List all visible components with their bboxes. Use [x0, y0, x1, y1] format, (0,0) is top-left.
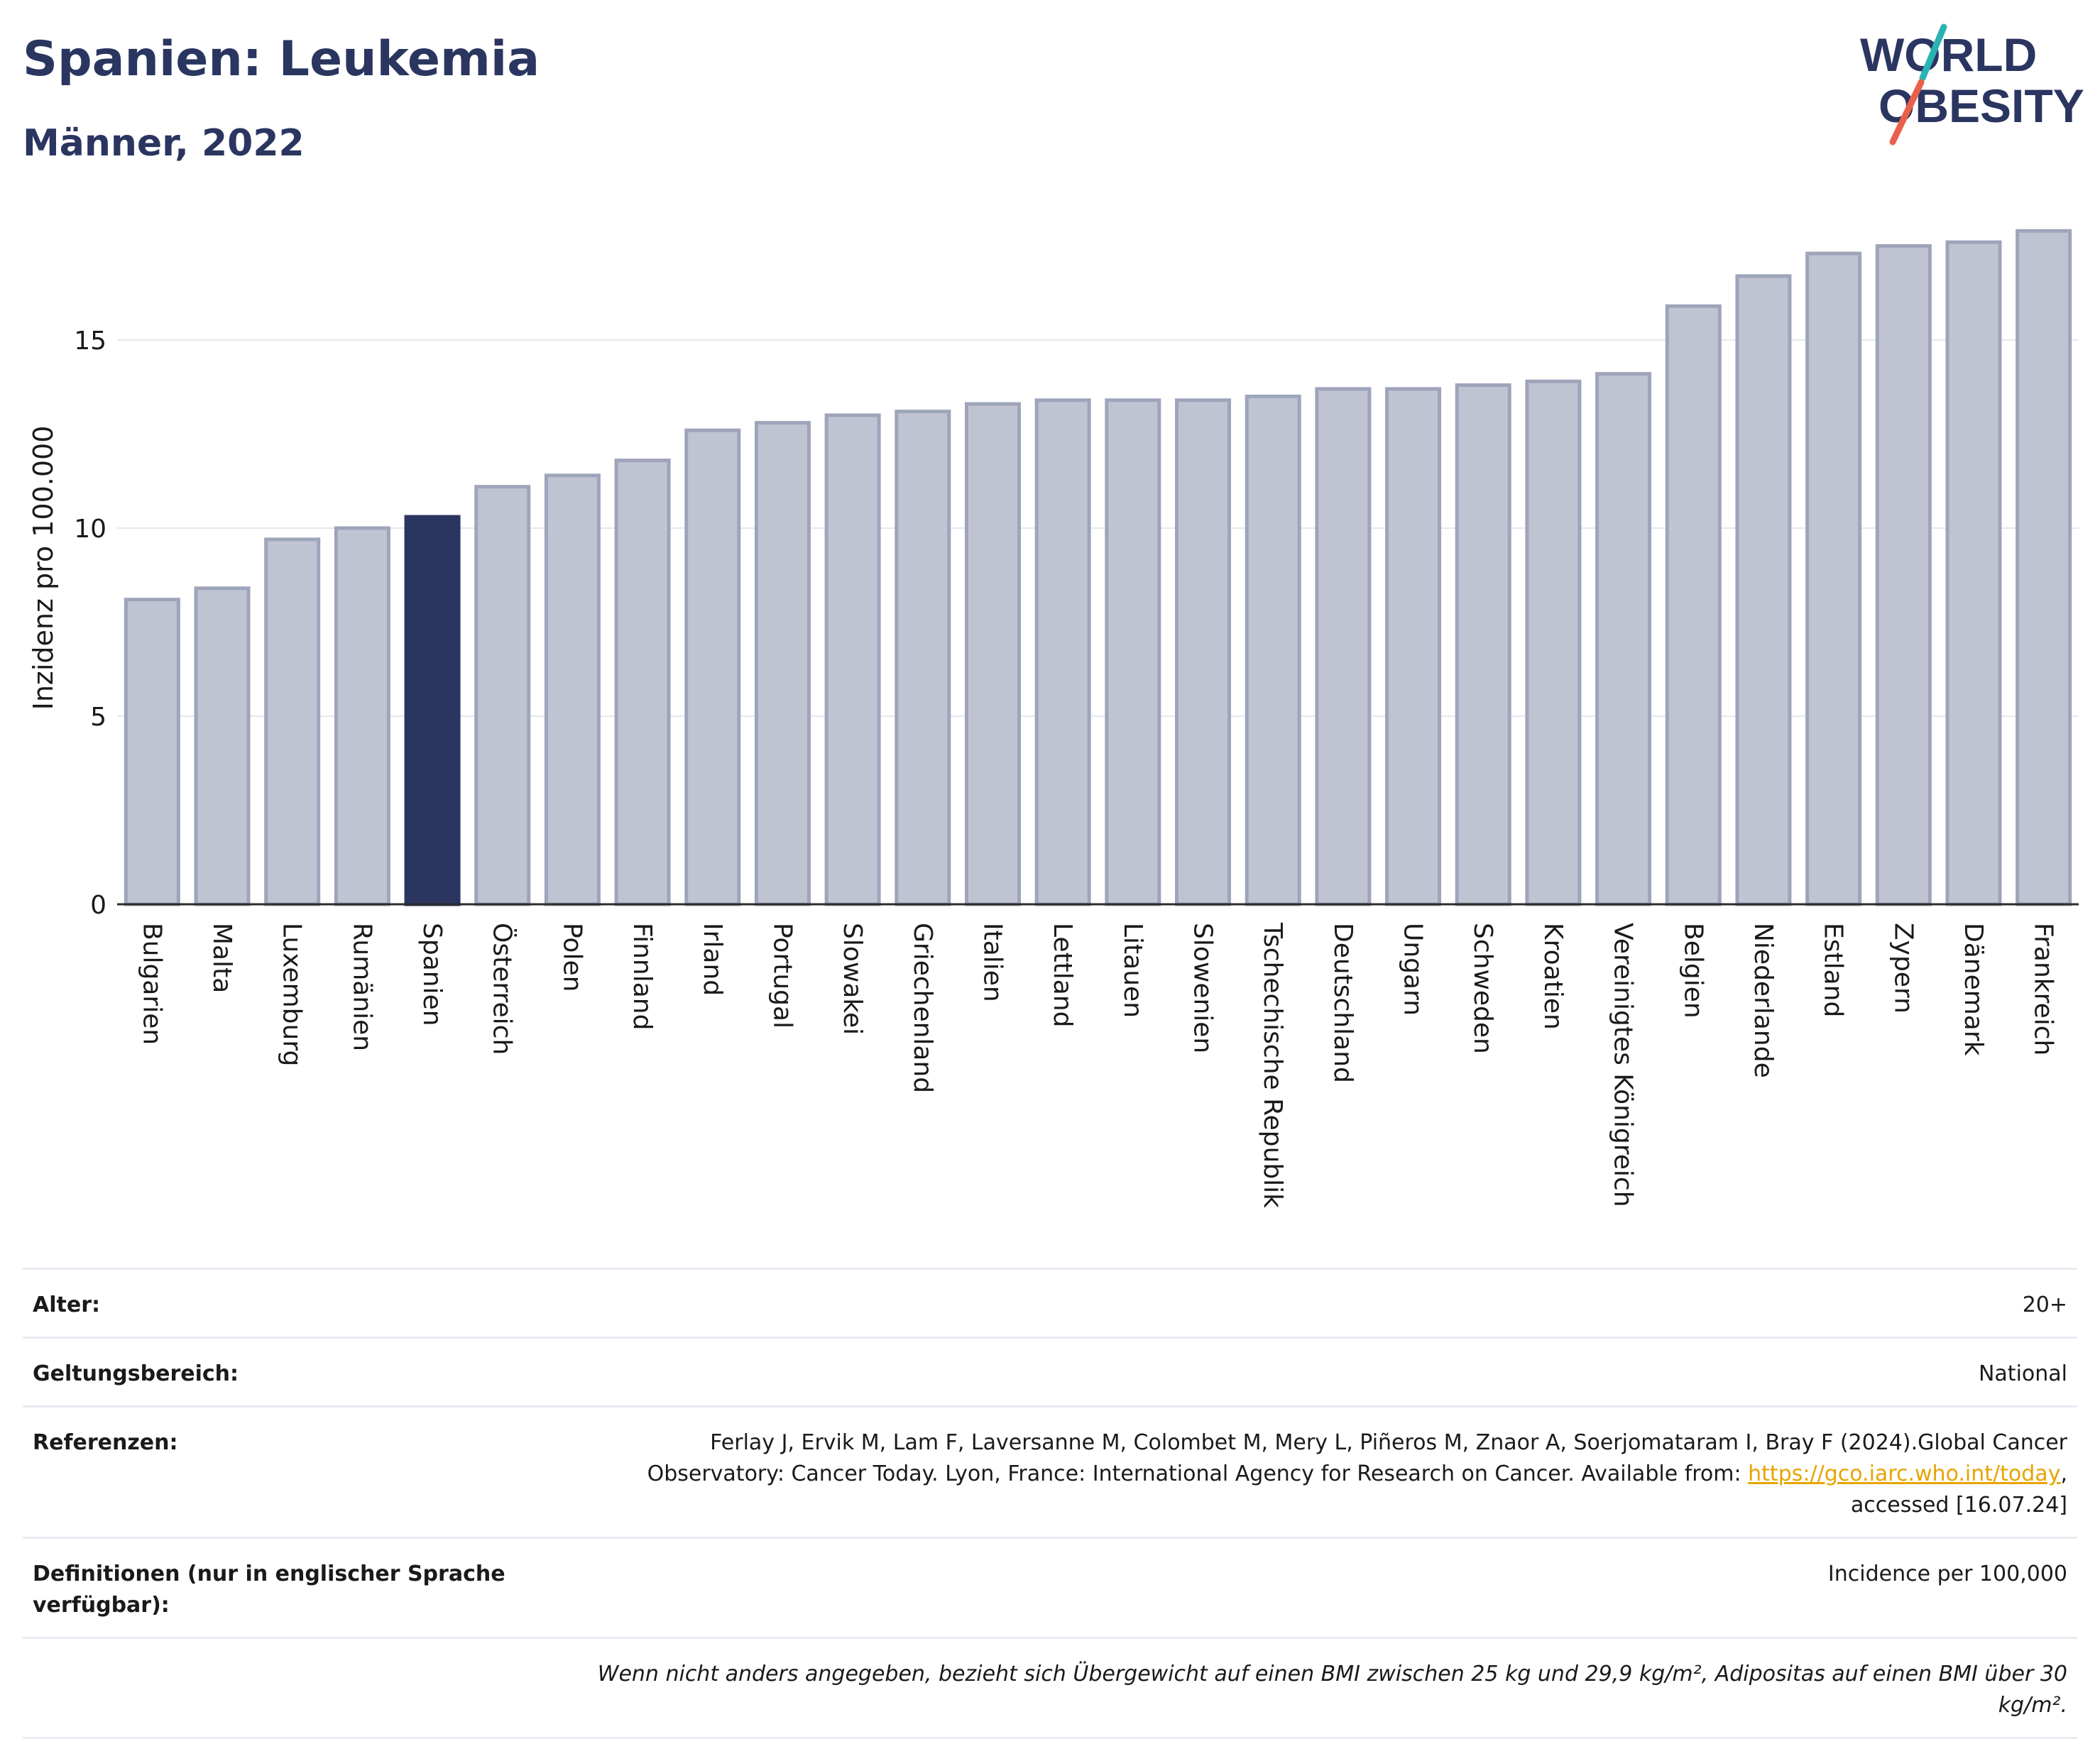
- world-obesity-logo: WORLD OBESITY: [1860, 23, 2084, 146]
- references-accessed: , accessed [16.07.24]: [1850, 1461, 2067, 1518]
- meta-row-age: Alter: 20+: [23, 1268, 2077, 1337]
- logo-slash-red: [1889, 79, 1925, 146]
- bar-vereinigtes-königreich: [1595, 372, 1652, 906]
- bar-portugal: [754, 421, 811, 906]
- x-tick-label: Luxemburg: [278, 923, 307, 1066]
- x-tick-label: Finnland: [628, 923, 657, 1030]
- x-tick-label: Slowakei: [838, 923, 867, 1035]
- x-tick-label: Portugal: [767, 923, 797, 1028]
- bar-slowenien: [1175, 398, 1232, 906]
- x-tick-label: Frankreich: [2029, 923, 2058, 1055]
- bar-bulgarien: [124, 598, 180, 906]
- y-tick-label: 15: [74, 327, 106, 356]
- references-label: Referenzen:: [33, 1430, 178, 1455]
- x-tick-label: Zypern: [1888, 923, 1918, 1014]
- bar-italien: [964, 402, 1021, 906]
- bar-malta: [194, 586, 251, 906]
- chart-title: Spanien: Leukemia: [23, 31, 540, 87]
- x-tick-label: Schweden: [1468, 923, 1497, 1054]
- footnote: Wenn nicht anders angegeben, bezieht sic…: [597, 1662, 2067, 1718]
- scope-label: Geltungsbereich:: [33, 1361, 239, 1386]
- bar-spanien: [404, 515, 461, 906]
- definitions-value: Incidence per 100,000: [1827, 1562, 2067, 1586]
- y-tick-label: 5: [90, 703, 106, 732]
- bar-finnland: [614, 459, 671, 906]
- logo-word-world: WORLD: [1860, 28, 2037, 81]
- bar-rumänien: [334, 526, 390, 906]
- x-tick-label: Estland: [1819, 923, 1848, 1017]
- bar-zypern: [1875, 244, 1932, 906]
- y-axis-title: Inzidenz pro 100.000: [28, 426, 59, 711]
- bar-lettland: [1034, 398, 1091, 906]
- bar-dänemark: [1945, 240, 2002, 906]
- bar-irland: [684, 428, 741, 906]
- y-tick-label: 0: [90, 891, 106, 920]
- x-tick-label: Tschechische Republik: [1258, 922, 1287, 1208]
- bar-niederlande: [1735, 274, 1792, 906]
- bar-schweden: [1455, 383, 1511, 906]
- y-tick-label: 10: [74, 515, 106, 544]
- x-tick-label: Slowenien: [1188, 923, 1218, 1053]
- x-tick-label: Dänemark: [1959, 923, 1988, 1056]
- x-tick-label: Belgien: [1678, 923, 1707, 1019]
- bar-ungarn: [1385, 387, 1442, 906]
- bar-frankreich: [2016, 229, 2072, 906]
- metadata-table: Alter: 20+ Geltungsbereich: National Ref…: [23, 1268, 2077, 1739]
- x-tick-label: Malta: [207, 923, 236, 993]
- bar-tschechische-republik: [1245, 395, 1301, 906]
- bar-litauen: [1105, 398, 1161, 906]
- references-value: Ferlay J, Ervik M, Lam F, Laversanne M, …: [576, 1427, 2067, 1521]
- bar-polen: [544, 473, 601, 906]
- definitions-label: Definitionen (nur in englischer Sprache …: [33, 1562, 505, 1618]
- x-tick-label: Litauen: [1118, 923, 1147, 1018]
- bar-belgien: [1665, 304, 1722, 906]
- x-tick-label: Niederlande: [1749, 923, 1778, 1078]
- meta-row-definitions: Definitionen (nur in englischer Sprache …: [23, 1537, 2077, 1637]
- meta-row-note: Wenn nicht anders angegeben, bezieht sic…: [23, 1637, 2077, 1739]
- bar-luxemburg: [264, 537, 321, 906]
- bar-estland: [1805, 251, 1862, 906]
- logo-slash-teal: [1919, 23, 1947, 82]
- x-tick-label: Polen: [557, 923, 586, 992]
- x-tick-label: Österreich: [488, 923, 518, 1055]
- x-tick-label: Kroatien: [1538, 923, 1568, 1030]
- bar-slowakei: [824, 413, 881, 906]
- bars: [124, 229, 2072, 906]
- x-tick-label: Griechenland: [908, 923, 937, 1093]
- x-tick-label: Rumänien: [347, 923, 376, 1051]
- x-tick-label: Bulgarien: [137, 923, 166, 1045]
- x-tick-label: Irland: [698, 923, 727, 996]
- x-tick-label: Italien: [978, 923, 1007, 1002]
- bar-chart: 0 5 10 15 Bulgarien Malta Luxemburg Rumänien Spa…: [28, 229, 2079, 1208]
- x-tick-label: Lettland: [1048, 923, 1077, 1028]
- age-label: Alter:: [33, 1293, 100, 1317]
- references-link[interactable]: https://gco.iarc.who.int/today: [1748, 1461, 2061, 1486]
- x-tick-label: Ungarn: [1399, 923, 1428, 1016]
- bar-kroatien: [1525, 379, 1582, 906]
- age-value: 20+: [2022, 1293, 2067, 1317]
- meta-row-references: Referenzen: Ferlay J, Ervik M, Lam F, La…: [23, 1405, 2077, 1537]
- x-tick-label: Vereinigtes Königreich: [1609, 923, 1638, 1207]
- chart-subtitle: Männer, 2022: [23, 122, 305, 165]
- references-text: Ferlay J, Ervik M, Lam F, Laversanne M, …: [647, 1430, 2067, 1486]
- meta-row-scope: Geltungsbereich: National: [23, 1337, 2077, 1405]
- x-tick-label: Deutschland: [1328, 923, 1357, 1083]
- bar-österreich: [474, 485, 531, 906]
- axes: 0 5 10 15 Bulgarien Malta Luxemburg Rumänien Spa…: [74, 327, 2079, 1208]
- x-tick-label: Spanien: [417, 923, 447, 1026]
- scope-value: National: [1978, 1361, 2067, 1386]
- bar-griechenland: [895, 410, 951, 906]
- bar-deutschland: [1315, 387, 1372, 906]
